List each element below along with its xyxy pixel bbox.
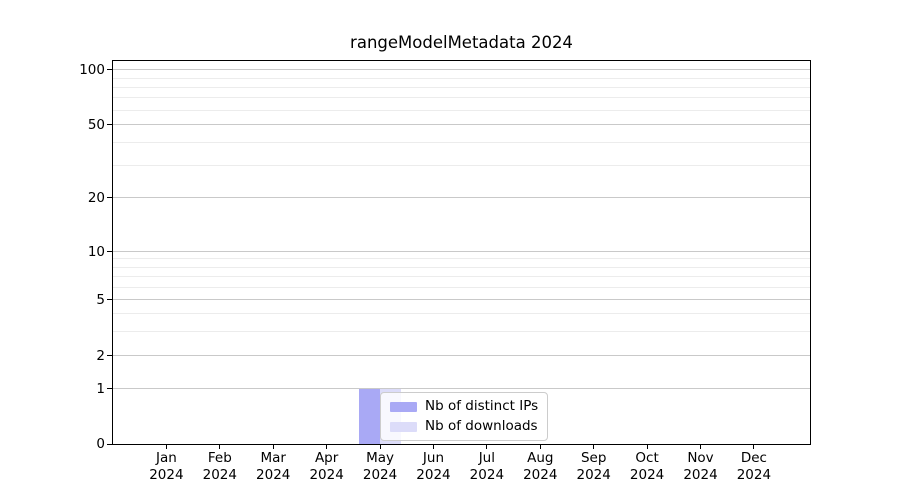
- gridline-major: [113, 197, 810, 198]
- x-tick-label: Dec 2024: [722, 450, 786, 484]
- x-tick-label: Jun 2024: [401, 450, 465, 484]
- x-tick-label-month: Mar: [260, 450, 286, 466]
- gridline-minor: [113, 86, 810, 88]
- gridline-major: [113, 251, 810, 252]
- gridline-minor: [113, 109, 810, 111]
- x-tick-mark: [700, 444, 701, 449]
- x-tick-label-year: 2024: [683, 467, 718, 483]
- x-tick-label-month: Aug: [527, 450, 554, 466]
- x-tick-label-month: Jun: [422, 450, 444, 466]
- x-tick-label: Oct 2024: [615, 450, 679, 484]
- gridline-minor: [113, 77, 810, 79]
- gridline-minor: [113, 330, 810, 332]
- legend-swatch-distinct-ips-icon: [390, 401, 417, 412]
- bar-distinct-ips: [358, 388, 381, 444]
- gridline-major: [113, 124, 810, 125]
- x-tick-label: Apr 2024: [295, 450, 359, 484]
- gridline-major: [113, 355, 810, 357]
- x-tick-label: Mar 2024: [241, 450, 305, 484]
- x-tick-label: May 2024: [348, 450, 412, 484]
- y-tick-label: 1: [96, 380, 105, 397]
- gridline-minor: [113, 313, 810, 315]
- chart-title: rangeModelMetadata 2024: [350, 33, 573, 52]
- gridline-minor: [113, 164, 810, 166]
- x-tick-label: Jul 2024: [455, 450, 519, 484]
- y-tick-mark: [107, 251, 112, 252]
- x-tick-label: Nov 2024: [669, 450, 733, 484]
- gridline-minor: [113, 97, 810, 99]
- x-tick-label-year: 2024: [309, 467, 344, 483]
- y-tick-label: 2: [96, 347, 105, 364]
- x-tick-label-year: 2024: [629, 467, 665, 483]
- gridline-minor: [113, 141, 810, 143]
- y-tick-mark: [107, 124, 112, 125]
- x-tick-mark: [753, 444, 755, 449]
- x-tick-mark: [326, 444, 328, 449]
- plot-area: 100 50 20 10 5 2 1 0 Jan 2024 Feb 2024 Mar 2024 Apr 202…: [79, 60, 811, 483]
- x-tick-label-month: Feb: [207, 450, 232, 466]
- x-tick-label-year: 2024: [523, 467, 558, 483]
- y-tick-mark: [107, 388, 112, 390]
- x-tick-label-month: Nov: [687, 450, 714, 466]
- legend-label-downloads: Nb of downloads: [425, 418, 538, 434]
- x-tick-label-year: 2024: [469, 467, 505, 483]
- y-tick-mark: [107, 443, 112, 445]
- y-tick-label: 20: [87, 189, 105, 206]
- y-tick-mark: [107, 299, 112, 301]
- y-tick-label: 10: [87, 243, 105, 260]
- x-tick-label-month: Apr: [314, 450, 339, 466]
- x-tick-label-year: 2024: [576, 467, 611, 483]
- x-tick-label-year: 2024: [362, 467, 398, 483]
- x-tick-label-month: Sep: [580, 450, 607, 466]
- gridline-minor: [113, 266, 810, 268]
- y-tick-label: 50: [87, 116, 105, 133]
- legend-item-downloads: Nb of downloads: [390, 418, 538, 435]
- x-tick-label: Sep 2024: [562, 450, 626, 484]
- y-tick-mark: [107, 69, 112, 71]
- x-tick-label-month: Jul: [478, 450, 495, 466]
- x-tick-label-year: 2024: [416, 467, 451, 483]
- x-tick-mark: [539, 444, 541, 449]
- gridline-minor: [113, 258, 810, 260]
- gridline-major: [113, 299, 810, 301]
- x-tick-mark: [272, 444, 274, 449]
- y-tick-label: 5: [96, 291, 105, 308]
- x-tick-label-month: Jan: [156, 450, 177, 466]
- y-tick-label: 100: [79, 61, 105, 78]
- x-tick-label: Jan 2024: [134, 450, 198, 484]
- legend: Nb of distinct IPs Nb of downloads: [380, 392, 549, 441]
- axes-ticks-layer: 100 50 20 10 5 2 1 0 Jan 2024 Feb 2024 Mar 2024 Apr 202…: [79, 61, 810, 483]
- x-tick-label-year: 2024: [202, 467, 237, 483]
- x-tick-label-month: Oct: [635, 450, 659, 466]
- x-tick-mark: [593, 444, 595, 449]
- gridline-major: [113, 69, 810, 71]
- x-tick-mark: [486, 444, 488, 449]
- legend-swatch-downloads-icon: [390, 421, 417, 432]
- x-tick-mark: [165, 444, 167, 449]
- x-tick-label-year: 2024: [149, 467, 184, 483]
- x-tick-label-month: Dec: [740, 450, 767, 466]
- x-tick-mark: [432, 444, 434, 449]
- gridline-minor: [113, 286, 810, 288]
- x-tick-label-year: 2024: [256, 467, 291, 483]
- x-tick-mark: [646, 444, 648, 449]
- x-tick-label-month: May: [366, 450, 394, 466]
- gridline-minor: [113, 275, 810, 277]
- x-tick-mark: [219, 444, 221, 449]
- x-tick-label: Aug 2024: [508, 450, 572, 484]
- gridline-major: [113, 388, 810, 390]
- legend-item-distinct-ips: Nb of distinct IPs: [390, 398, 538, 415]
- y-tick-mark: [107, 197, 112, 198]
- gridlines-layer: [113, 61, 810, 444]
- y-tick-label: 0: [96, 436, 105, 452]
- y-tick-mark: [107, 355, 112, 357]
- x-tick-label-year: 2024: [736, 467, 772, 483]
- x-tick-mark: [379, 444, 381, 449]
- x-tick-label: Feb 2024: [188, 450, 252, 484]
- legend-label-distinct-ips: Nb of distinct IPs: [425, 398, 539, 414]
